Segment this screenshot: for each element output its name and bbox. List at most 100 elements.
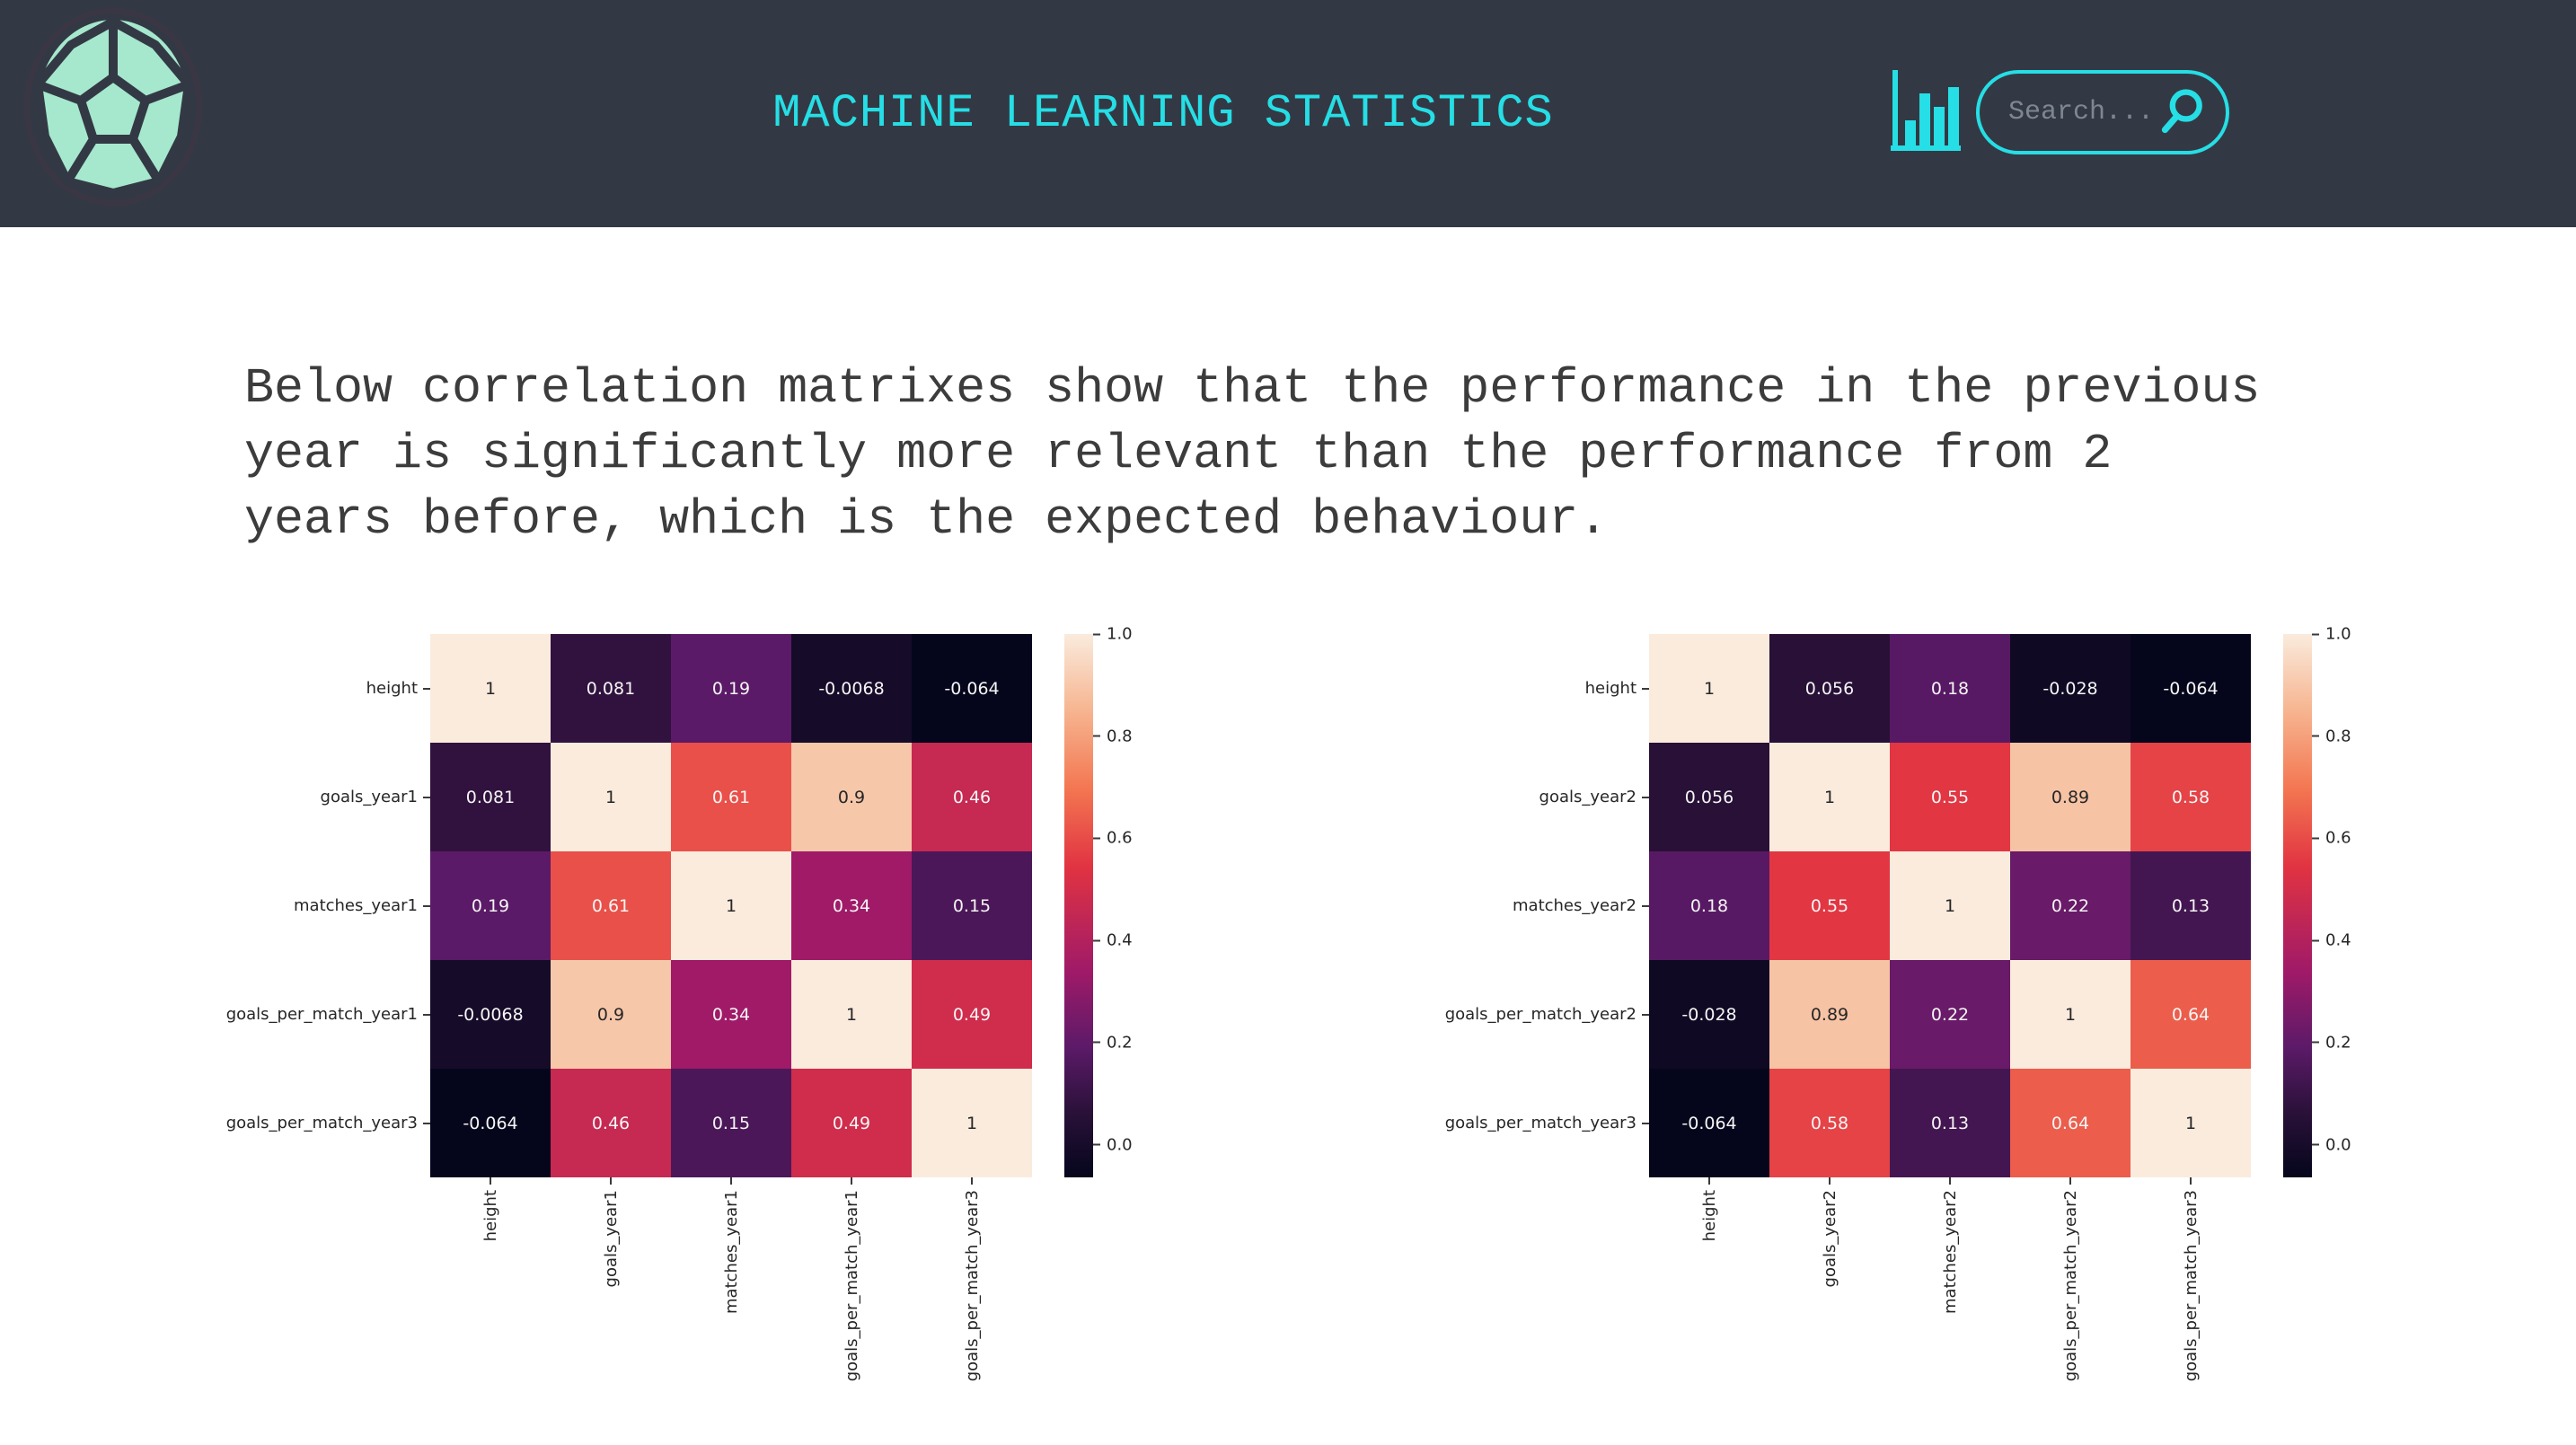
heatmap-cell: -0.0068 — [791, 634, 912, 743]
heatmap-cell: 1 — [671, 851, 791, 960]
heatmap-cell: 1 — [1649, 634, 1769, 743]
row-tick-label: matches_year1 — [216, 851, 430, 960]
heatmap-cell: 0.056 — [1769, 634, 1890, 743]
colorbar-tick: 0.4 — [2312, 931, 2351, 950]
heatmap-cell: -0.028 — [1649, 960, 1769, 1069]
colorbar-tick: 0.8 — [2312, 727, 2351, 745]
colorbar-tick: 1.0 — [1093, 625, 1133, 644]
heatmap-cell: 0.19 — [671, 634, 791, 743]
colorbar-tick: 1.0 — [2312, 625, 2351, 644]
heatmap-cell: 0.18 — [1649, 851, 1769, 960]
heatmap-cell: -0.064 — [2130, 634, 2251, 743]
colorbar-tick: 0.6 — [1093, 829, 1133, 848]
tick-mark — [1708, 1177, 1710, 1185]
tick-mark — [1642, 904, 1649, 907]
tick-mark — [1093, 1041, 1100, 1044]
heatmap-cell: 0.081 — [551, 634, 671, 743]
bar-chart-glyph — [1891, 70, 1961, 151]
heatmap-cell: 1 — [1890, 851, 2010, 960]
tick-mark — [423, 1013, 430, 1016]
tick-mark — [1642, 687, 1649, 690]
row-tick-label: goals_year2 — [1434, 743, 1649, 851]
heatmap-cell: 0.19 — [430, 851, 551, 960]
row-tick-label: goals_year1 — [216, 743, 430, 851]
header: MACHINE LEARNING STATISTICS — [0, 0, 2576, 227]
heatmap-cell: 1 — [551, 743, 671, 851]
col-tick-label: matches_year1 — [671, 1177, 791, 1411]
heatmap-cell: 0.081 — [430, 743, 551, 851]
row-tick-label: goals_per_match_year1 — [216, 960, 430, 1069]
heatmap-cell: 1 — [2010, 960, 2130, 1069]
tick-mark — [1829, 1177, 1831, 1185]
heatmap-cell: 0.89 — [2010, 743, 2130, 851]
tick-mark — [2312, 1041, 2319, 1044]
heatmap-cell: -0.064 — [430, 1069, 551, 1177]
col-tick-label: goals_year1 — [551, 1177, 671, 1411]
search-box[interactable] — [1976, 70, 2229, 154]
heatmap-cell: 0.34 — [791, 851, 912, 960]
tick-mark — [1093, 939, 1100, 942]
search-input[interactable] — [2007, 96, 2157, 128]
colorbar-tick: 0.0 — [2312, 1135, 2351, 1154]
tick-mark — [423, 796, 430, 798]
correlation-heatmap-year2: height goals_year2 matches_year2 goals_per_… — [1434, 625, 2393, 1411]
row-tick-label: goals_per_match_year2 — [1434, 960, 1649, 1069]
col-tick-label: goals_per_match_year2 — [2010, 1177, 2130, 1411]
tick-mark — [1093, 633, 1100, 635]
heatmap-cell: 0.55 — [1769, 851, 1890, 960]
tick-mark — [423, 904, 430, 907]
soccer-ball-logo[interactable] — [23, 4, 203, 210]
row-tick-label: height — [1434, 634, 1649, 743]
heatmap-cell: 0.22 — [1890, 960, 2010, 1069]
colorbar-tick-labels: 1.0 0.8 0.6 0.4 0.2 0.0 — [1093, 625, 1174, 1177]
row-tick-label: height — [216, 634, 430, 743]
tick-mark — [2312, 633, 2319, 635]
tick-mark — [971, 1177, 973, 1185]
heatmap-cell: 0.34 — [671, 960, 791, 1069]
heatmap-cell: 0.49 — [912, 960, 1032, 1069]
col-tick-label: height — [430, 1177, 551, 1411]
colorbar-tick: 0.8 — [1093, 727, 1133, 745]
tick-mark — [1093, 837, 1100, 840]
tick-mark — [2190, 1177, 2192, 1185]
col-tick-label: height — [1649, 1177, 1769, 1411]
heatmap-cell: 0.89 — [1769, 960, 1890, 1069]
colorbar — [2283, 634, 2312, 1177]
page-title: MACHINE LEARNING STATISTICS — [772, 87, 1554, 140]
row-tick-label: matches_year2 — [1434, 851, 1649, 960]
tick-mark — [423, 687, 430, 690]
col-tick-label: goals_per_match_year3 — [2130, 1177, 2251, 1411]
tick-mark — [2312, 735, 2319, 737]
heatmap-cell: 0.58 — [2130, 743, 2251, 851]
heatmap-cell: 0.18 — [1890, 634, 2010, 743]
heatmap-cell: 0.49 — [791, 1069, 912, 1177]
tick-mark — [1949, 1177, 1951, 1185]
tick-mark — [2312, 1143, 2319, 1146]
colorbar-tick: 0.6 — [2312, 829, 2351, 848]
tick-mark — [2312, 837, 2319, 840]
col-tick-label: goals_per_match_year3 — [912, 1177, 1032, 1411]
heatmap-grid: 1 0.081 0.19 -0.0068 -0.064 0.081 1 0.61 0.9 0.46… — [430, 634, 1032, 1177]
heatmap-cell: 0.9 — [551, 960, 671, 1069]
search-icon[interactable] — [2157, 87, 2208, 137]
heatmap-cell: 0.58 — [1769, 1069, 1890, 1177]
colorbar-tick: 0.4 — [1093, 931, 1133, 950]
colorbar-tick: 0.2 — [2312, 1033, 2351, 1052]
row-tick-label: goals_per_match_year3 — [1434, 1069, 1649, 1177]
tick-mark — [423, 1122, 430, 1124]
tick-mark — [1642, 796, 1649, 798]
colorbar-tick: 0.2 — [1093, 1033, 1133, 1052]
y-axis-tick-labels: height goals_year2 matches_year2 goals_per_… — [1434, 634, 1649, 1177]
intro-paragraph: Below correlation matrixes show that the… — [244, 360, 2261, 549]
heatmap-grid: 1 0.056 0.18 -0.028 -0.064 0.056 1 0.55 0.89 0.58… — [1649, 634, 2251, 1177]
heatmap-cell: 1 — [912, 1069, 1032, 1177]
tick-mark — [1642, 1013, 1649, 1016]
y-axis-tick-labels: height goals_year1 matches_year1 goals_per_… — [216, 634, 430, 1177]
row-tick-label: goals_per_match_year3 — [216, 1069, 430, 1177]
col-tick-label: goals_per_match_year1 — [791, 1177, 912, 1411]
heatmap-cell: 0.64 — [2010, 1069, 2130, 1177]
tick-mark — [610, 1177, 612, 1185]
tick-mark — [490, 1177, 491, 1185]
bar-chart-icon[interactable] — [1891, 68, 1961, 153]
correlation-heatmap-year1: height goals_year1 matches_year1 goals_per_… — [216, 625, 1174, 1411]
